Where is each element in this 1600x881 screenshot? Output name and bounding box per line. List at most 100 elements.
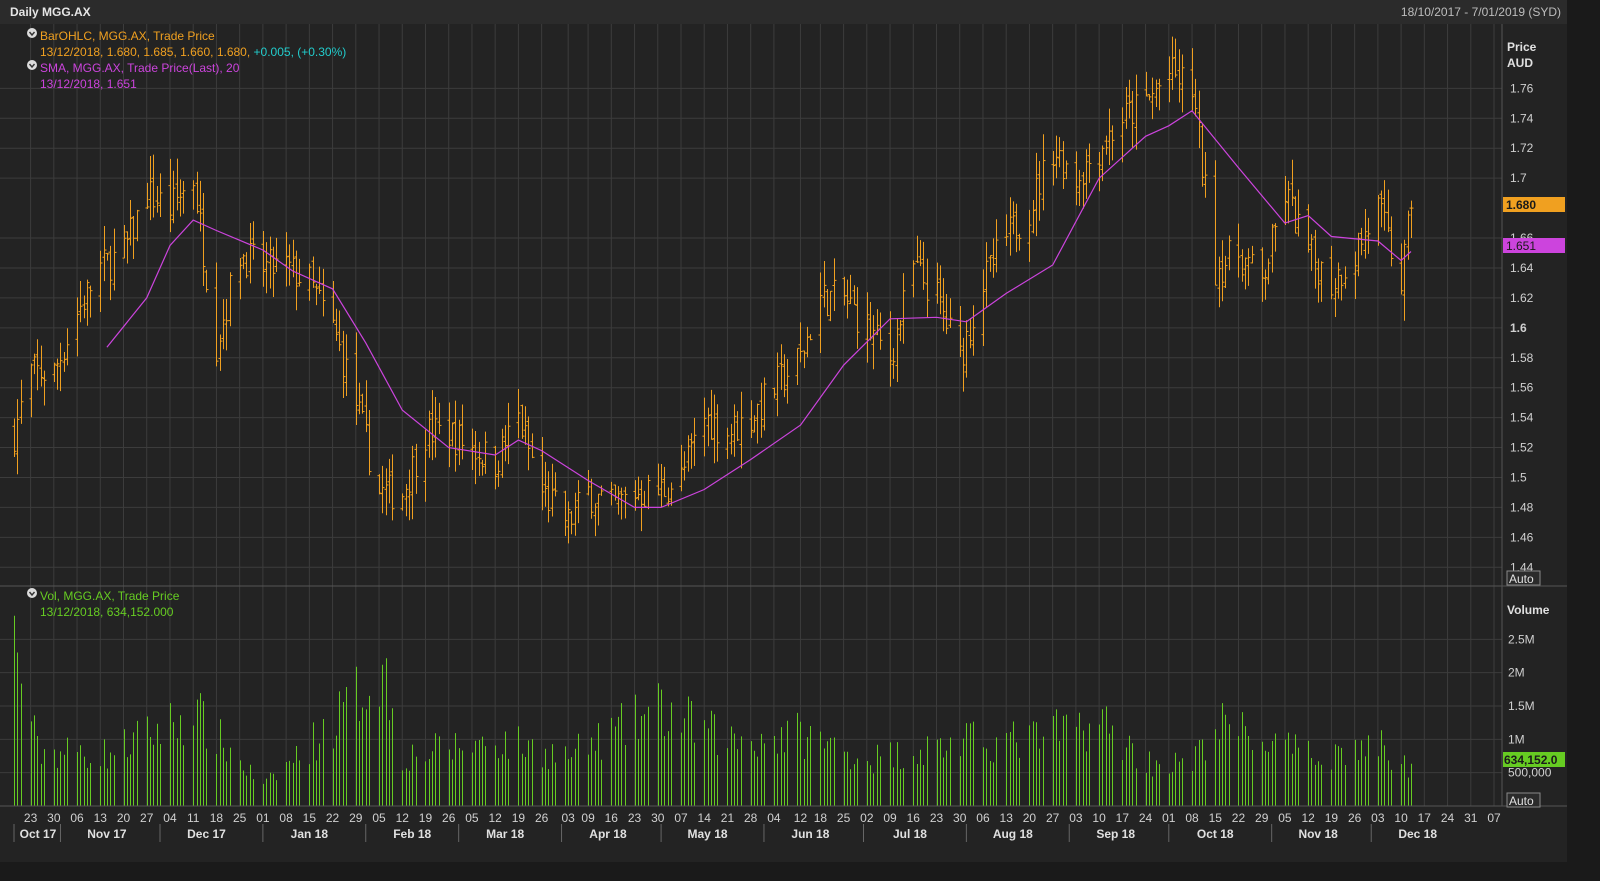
ohlc-bar	[1034, 152, 1039, 237]
price-auto-button[interactable]: Auto	[1506, 570, 1541, 586]
chart-window: Daily MGG.AX 18/10/2017 - 7/01/2019 (SYD…	[0, 0, 1567, 862]
ohlc-bar	[1366, 217, 1371, 254]
day-tick-label: 27	[1046, 811, 1060, 825]
ohlc-bar	[1031, 199, 1036, 234]
ohlc-bar	[430, 390, 435, 461]
volume-tick-label: 2M	[1508, 666, 1525, 680]
title-bar: Daily MGG.AX 18/10/2017 - 7/01/2019 (SYD…	[0, 0, 1567, 25]
day-tick-label: 22	[326, 811, 340, 825]
ohlc-bar	[739, 391, 744, 469]
ohlc-bar	[341, 330, 346, 398]
ohlc-bar	[317, 266, 322, 294]
ohlc-bar	[669, 482, 674, 506]
ohlc-bar	[78, 280, 83, 323]
day-tick-label: 07	[674, 811, 688, 825]
ohlc-bar	[1110, 125, 1115, 161]
price-tick-label: 1.52	[1510, 441, 1534, 455]
ohlc-bar	[911, 260, 916, 298]
day-tick-label: 06	[976, 811, 990, 825]
ohlc-bar	[1081, 171, 1086, 209]
day-tick-label: 03	[561, 811, 575, 825]
ohlc-bar	[221, 299, 226, 350]
chart-area[interactable]: 1.441.461.481.51.521.541.561.581.61.621.…	[0, 24, 1567, 862]
ohlc-bar	[762, 377, 767, 431]
day-tick-label: 04	[163, 811, 177, 825]
month-tick-label: Oct 17	[20, 827, 57, 841]
ohlc-bar	[400, 493, 405, 511]
ohlc-bar	[865, 292, 870, 363]
ohlc-bar	[65, 328, 70, 366]
ohlc-bar	[29, 363, 34, 418]
month-tick-label: Jul 18	[893, 827, 927, 841]
ohlc-bar	[1167, 56, 1172, 103]
volume-auto-button[interactable]: Auto	[1506, 792, 1541, 808]
day-tick-label: 19	[512, 811, 526, 825]
ohlc-bar	[573, 492, 578, 536]
day-tick-label: 23	[930, 811, 944, 825]
volume-bars	[14, 615, 1412, 806]
ohlc-bar	[915, 235, 920, 264]
volume-tick-label: 500,000	[1508, 766, 1552, 780]
ohlc-bar	[297, 258, 302, 287]
ohlc-bar	[470, 428, 475, 471]
ohlc-bar	[58, 342, 63, 392]
ohlc-bar	[818, 272, 823, 354]
volume-auto-label: Auto	[1509, 794, 1534, 808]
price-axis-unit: AUD	[1507, 56, 1533, 70]
ohlc-bar	[427, 410, 432, 458]
ohlc-bar	[82, 295, 87, 319]
ohlc-bar	[1402, 239, 1407, 321]
ohlc-bar	[287, 244, 292, 286]
time-axis: 23 30 06 13 20 27 04 11 18 25 01 08 15 22 29 05 12 19 26 05…	[13, 811, 1501, 842]
day-tick-label: 20	[1023, 811, 1037, 825]
month-tick-label: Apr 18	[589, 827, 627, 841]
ohlc-bar	[808, 334, 813, 341]
ohlc-bar	[39, 345, 44, 387]
collapse-icon[interactable]	[27, 28, 37, 38]
ohlc-bar	[1213, 160, 1218, 286]
ohlc-bar	[75, 297, 80, 357]
day-tick-label: 11	[187, 811, 200, 825]
price-tick-label: 1.62	[1510, 291, 1534, 305]
ohlc-bar	[523, 406, 528, 445]
price-tick-label: 1.72	[1510, 141, 1534, 155]
price-tick-label: 1.46	[1510, 530, 1534, 544]
ohlc-bar	[1054, 135, 1059, 179]
ohlc-bar	[15, 399, 20, 475]
day-tick-label: 26	[1348, 811, 1362, 825]
price-axis-title: Price	[1507, 40, 1537, 54]
ohlc-bar	[752, 415, 757, 433]
ohlc-bar	[1382, 180, 1387, 231]
ohlc-bar	[42, 370, 47, 406]
ohlc-bar	[1147, 94, 1152, 101]
ohlc-bar	[732, 404, 737, 457]
collapse-icon[interactable]	[27, 588, 37, 598]
month-tick-label: Oct 18	[1197, 827, 1234, 841]
day-tick-label: 19	[1325, 811, 1339, 825]
ohlc-bar	[1144, 71, 1149, 97]
collapse-icon[interactable]	[27, 60, 37, 70]
day-tick-label: 23	[628, 811, 642, 825]
date-range[interactable]: 18/10/2017 - 7/01/2019 (SYD)	[1400, 5, 1561, 19]
sma-legend-title: SMA, MGG.AX, Trade Price(Last), 20	[40, 61, 240, 75]
month-tick-label: Dec 17	[187, 827, 226, 841]
day-tick-label: 20	[117, 811, 131, 825]
ohlc-bar	[195, 171, 200, 214]
day-tick-label: 09	[883, 811, 897, 825]
day-tick-label: 19	[419, 811, 433, 825]
ohlc-bar	[1329, 245, 1334, 300]
ohlc-bar	[380, 465, 385, 514]
price-auto-label: Auto	[1509, 572, 1534, 586]
day-tick-label: 15	[303, 811, 317, 825]
ohlc-bar	[1124, 86, 1129, 129]
ohlc-bar	[384, 468, 389, 516]
ohlc-bar	[828, 290, 833, 322]
day-tick-label: 18	[210, 811, 224, 825]
ohlc-bar	[1286, 180, 1291, 224]
ohlc-bar	[1057, 137, 1062, 168]
ohlc-bar	[1236, 223, 1241, 278]
ohlc-bar	[706, 407, 711, 447]
ohlc-bar	[128, 200, 133, 246]
day-tick-label: 25	[233, 811, 247, 825]
ohlc-bar	[666, 487, 671, 507]
